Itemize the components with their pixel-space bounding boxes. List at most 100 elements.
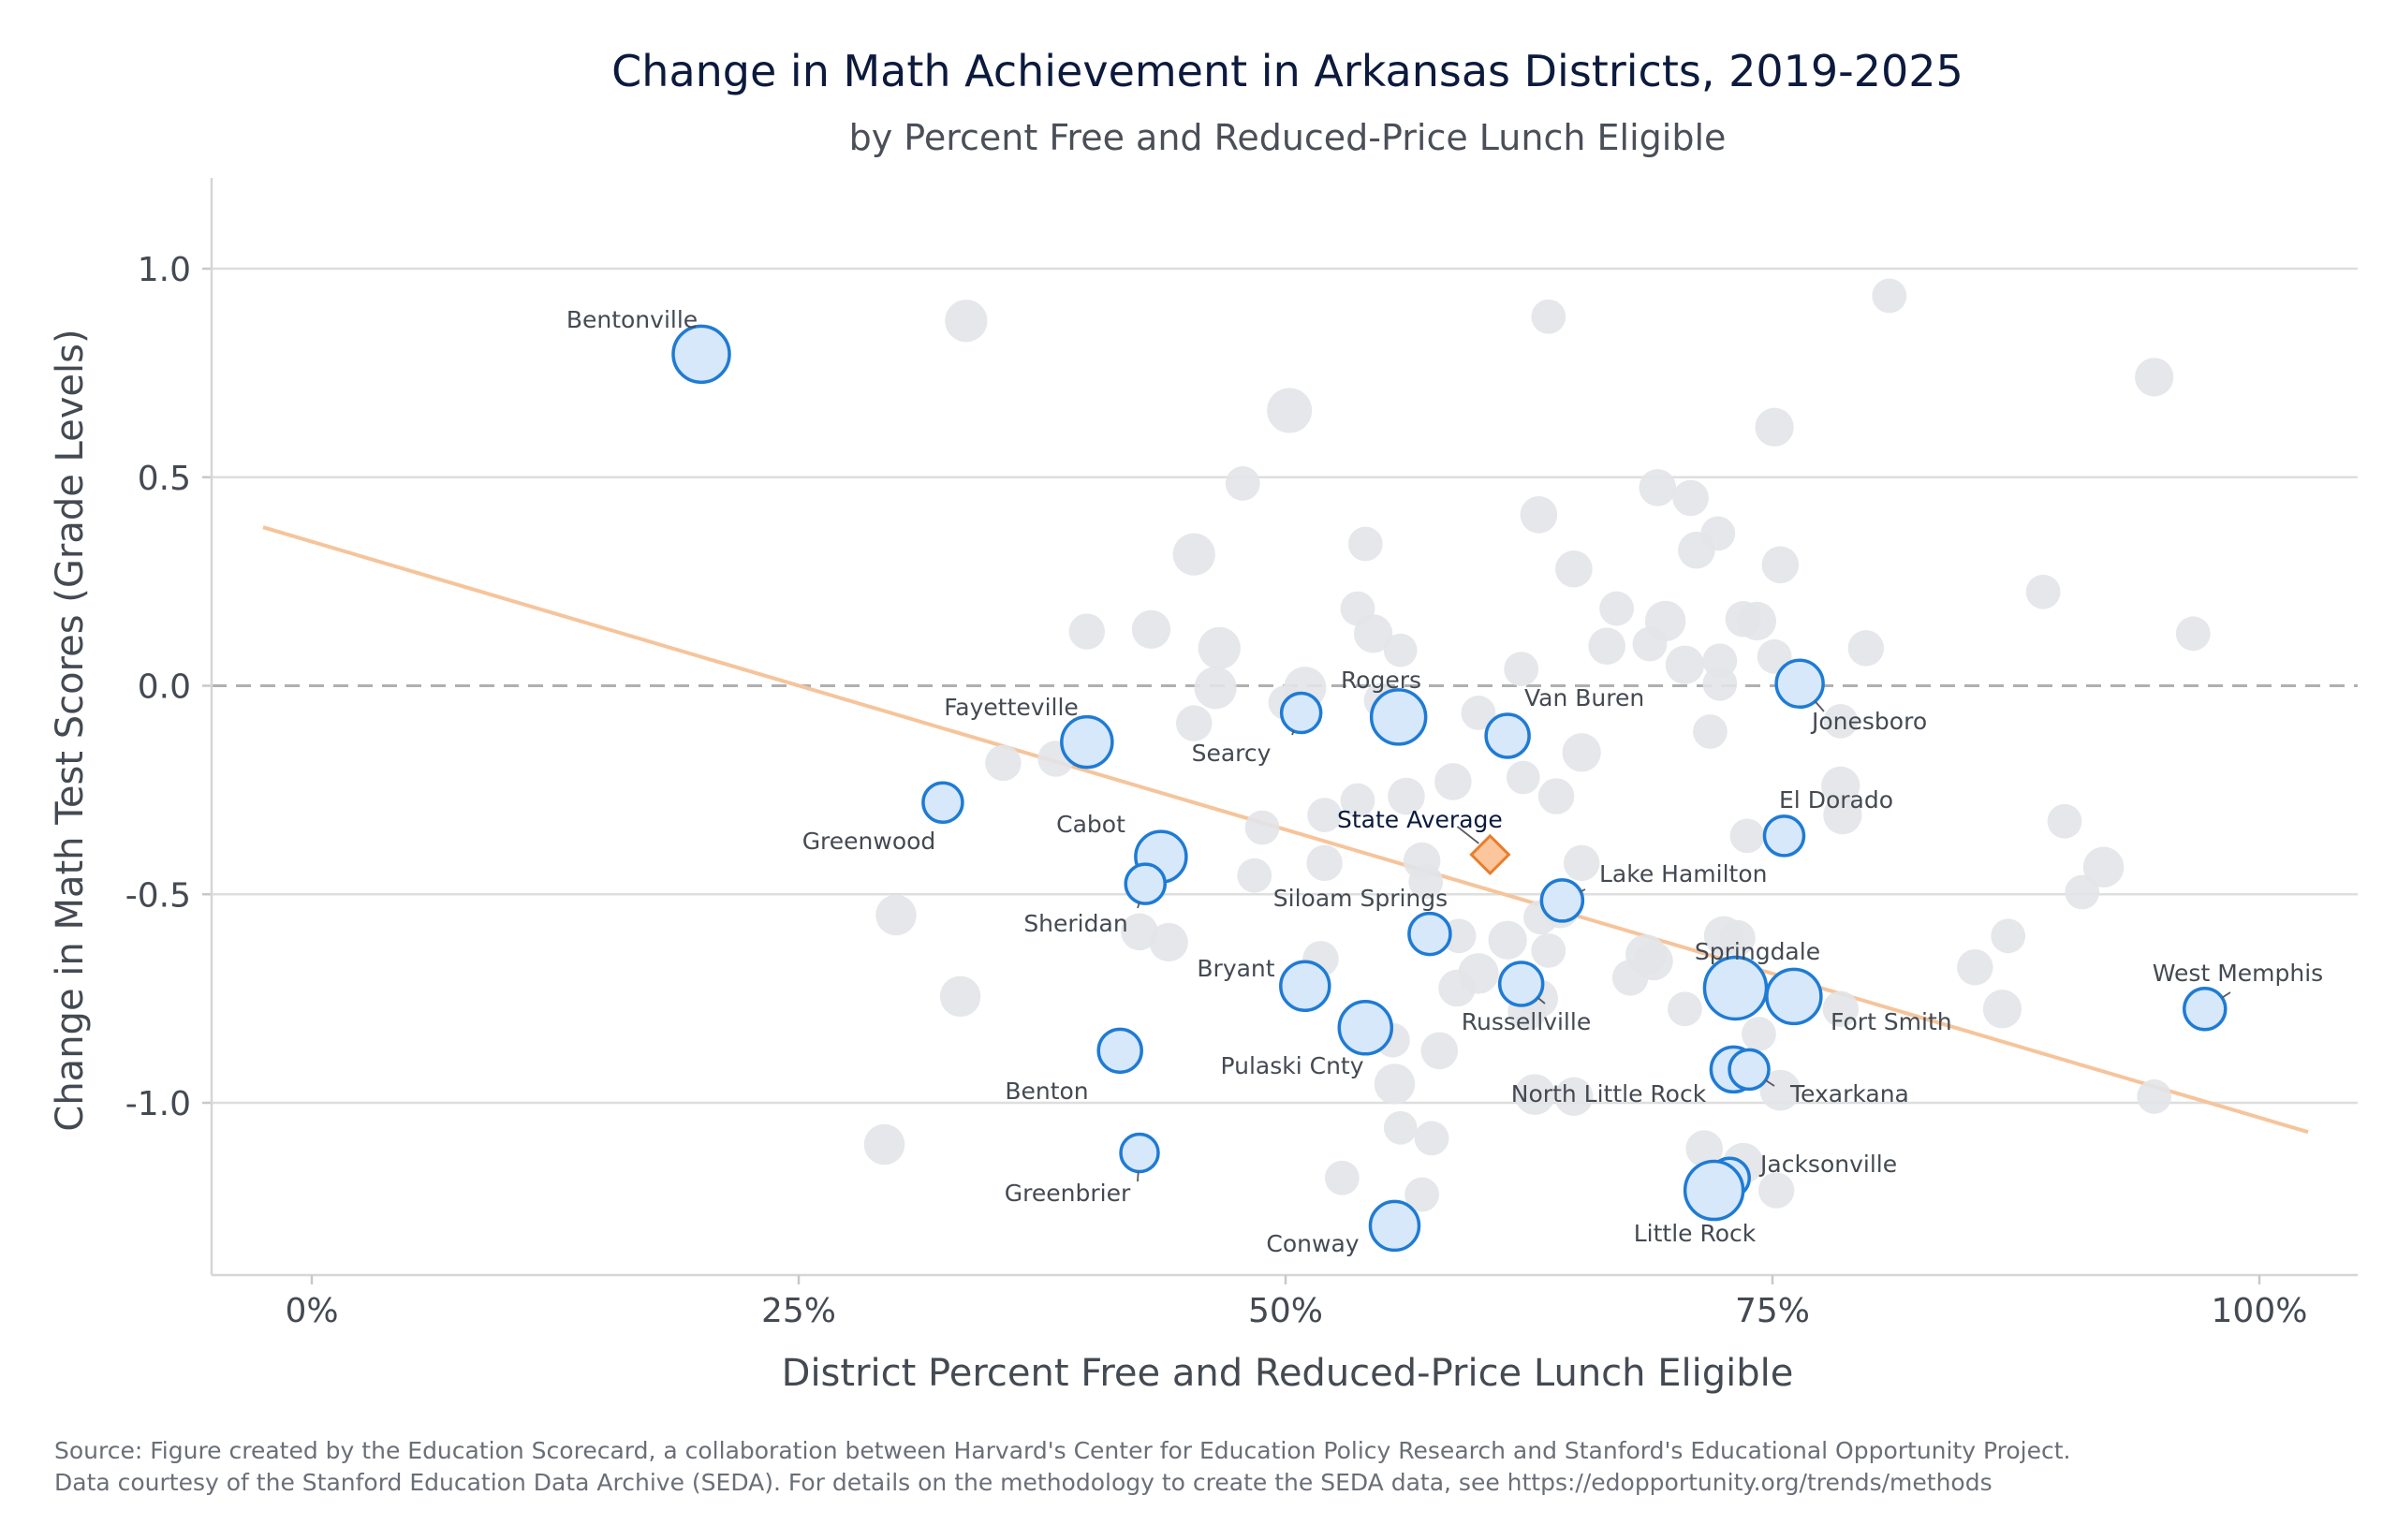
y-axis-label: Change in Math Test Scores (Grade Levels…	[49, 329, 92, 1131]
background-point	[1821, 766, 1860, 806]
background-point	[1520, 496, 1558, 534]
background-point	[875, 894, 917, 936]
background-point	[939, 975, 981, 1018]
background-point	[1847, 630, 1885, 667]
chart-subtitle: by Percent Free and Reduced-Price Lunch …	[849, 117, 1727, 158]
district-label: Benton	[1005, 1078, 1088, 1105]
background-point	[1872, 278, 1907, 314]
source-line-1: Source: Figure created by the Education …	[54, 1437, 2071, 1464]
district-point	[1762, 814, 1806, 858]
district-point	[1279, 960, 1331, 1013]
label-leader-line	[1291, 730, 1295, 736]
axes: 1.0 0.5 0.0 -0.5 -1.0 0% 25% 50% 75% 100%	[125, 178, 2358, 1330]
y-tick-label: 0.0	[138, 668, 191, 707]
background-point	[1702, 666, 1738, 701]
x-tick-label: 50%	[1248, 1292, 1323, 1330]
background-point	[1823, 795, 1862, 835]
district-label: Bentonville	[566, 306, 698, 333]
district-point	[1765, 967, 1823, 1026]
district-point	[1124, 862, 1167, 905]
trend-line	[262, 525, 2309, 1135]
background-point	[2082, 846, 2125, 888]
district-label: West Memphis	[2153, 960, 2323, 987]
background-point	[2025, 574, 2061, 609]
background-point	[1347, 526, 1383, 562]
background-point	[1408, 864, 1444, 900]
background-point	[1737, 601, 1776, 641]
background-point	[1176, 705, 1213, 741]
district-point	[1279, 691, 1323, 735]
background-point	[1374, 1063, 1416, 1105]
background-point	[1340, 783, 1375, 818]
background-point	[1324, 1160, 1360, 1195]
background-point	[1685, 1130, 1723, 1167]
district-label: Little Rock	[1634, 1220, 1757, 1247]
district-point	[1407, 911, 1452, 957]
background-point	[985, 744, 1022, 782]
background-point	[863, 1123, 905, 1166]
district-label: El Dorado	[1779, 786, 1893, 814]
y-tick-label: 1.0	[138, 251, 191, 289]
background-point	[1599, 591, 1634, 626]
district-label: Bryant	[1197, 955, 1274, 982]
y-tick-label: 0.5	[138, 460, 191, 498]
background-point	[1729, 818, 1765, 854]
district-label: Russellville	[1462, 1008, 1591, 1035]
background-point	[1434, 763, 1472, 800]
background-point	[1194, 667, 1237, 710]
background-point	[1438, 969, 1476, 1007]
background-point	[1461, 696, 1496, 730]
background-point	[2135, 358, 2174, 397]
background-point	[1383, 1110, 1418, 1145]
trend-line-group	[262, 525, 2309, 1135]
x-tick-label: 75%	[1735, 1292, 1810, 1330]
label-leader-line	[1580, 888, 1586, 893]
background-point	[1068, 613, 1106, 650]
district-label: Sheridan	[1023, 910, 1127, 937]
district-point	[1369, 688, 1428, 746]
background-point	[1353, 614, 1393, 653]
background-point	[1742, 1017, 1776, 1051]
x-tick-label: 25%	[761, 1292, 836, 1330]
label-leader-line	[2221, 991, 2231, 999]
y-tick-label: -1.0	[125, 1085, 191, 1123]
background-point	[1611, 960, 1649, 996]
label-leader-line	[1137, 902, 1140, 909]
background-point	[1506, 760, 1540, 795]
district-point	[921, 781, 964, 824]
label-leader-line	[1137, 1171, 1140, 1182]
district-point	[671, 324, 731, 385]
district-label: Van Buren	[1524, 684, 1644, 711]
background-point	[1383, 633, 1418, 667]
background-point	[1644, 600, 1686, 642]
highlighted-points	[671, 324, 2228, 1253]
district-label: Lake Hamilton	[1599, 860, 1767, 887]
district-point	[2183, 987, 2228, 1032]
background-point	[1563, 844, 1600, 882]
background-point	[1198, 626, 1241, 670]
background-point	[1823, 703, 1859, 739]
background-point	[1531, 932, 1566, 968]
district-point	[1774, 658, 1825, 710]
background-point	[1131, 609, 1171, 649]
background-point	[1404, 1177, 1439, 1212]
district-point	[1683, 1159, 1745, 1222]
background-point	[1957, 948, 1993, 986]
background-point	[2047, 803, 2082, 839]
district-label: Siloam Springs	[1273, 885, 1448, 912]
background-point	[1678, 531, 1715, 569]
district-label: Greenbrier	[1005, 1180, 1131, 1207]
district-label: Springdale	[1695, 938, 1820, 965]
background-point	[1719, 919, 1756, 957]
background-point	[1693, 714, 1728, 749]
district-point	[1368, 1199, 1421, 1253]
district-label: Conway	[1266, 1230, 1359, 1257]
background-point	[1761, 546, 1800, 584]
background-point	[1306, 844, 1343, 882]
background-point	[1588, 627, 1625, 665]
background-point	[1267, 388, 1313, 433]
background-point	[1759, 1069, 1801, 1111]
label-leader-line	[1814, 700, 1825, 712]
state-average-group: State Average	[1337, 806, 1511, 876]
